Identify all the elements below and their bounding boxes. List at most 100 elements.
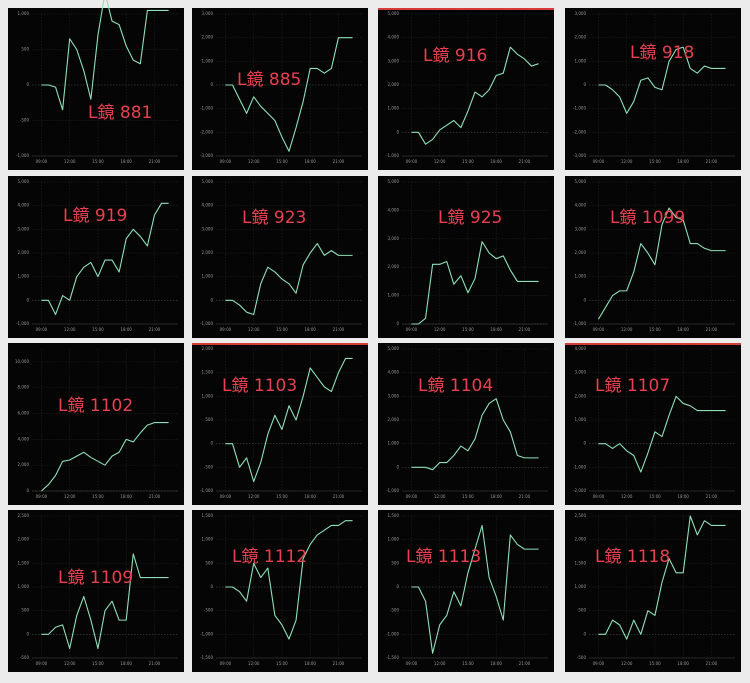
y-tick-label: 0 <box>583 297 586 302</box>
x-tick-label: 09:00 <box>36 494 48 499</box>
x-tick-label: 18:00 <box>490 661 502 666</box>
data-line <box>225 357 353 483</box>
x-tick-label: 21:00 <box>149 327 161 332</box>
x-tick-label: 15:00 <box>649 661 661 666</box>
y-tick-label: 1,500 <box>18 560 30 565</box>
y-tick-label: 4,000 <box>575 203 587 208</box>
y-tick-label: -3,000 <box>573 153 586 158</box>
chart-panel: -1,500 -1,000 -500 0 500 1,000 1,500 09:00 12:00… <box>378 510 554 672</box>
y-tick-label: 3,000 <box>575 226 587 231</box>
y-tick-label: -1,000 <box>573 464 586 469</box>
y-tick-label: 500 <box>391 560 399 565</box>
x-tick-label: 09:00 <box>220 327 232 332</box>
y-tick-label: 4,000 <box>18 436 30 441</box>
y-tick-label: 2,000 <box>18 537 30 542</box>
x-tick-label: 18:00 <box>120 661 132 666</box>
y-tick-label: -1,000 <box>573 106 586 111</box>
y-tick-label: 1,000 <box>575 274 587 279</box>
x-tick-label: 15:00 <box>462 494 474 499</box>
y-tick-label: 0 <box>583 631 586 636</box>
y-tick-label: -2,000 <box>573 129 586 134</box>
y-tick-label: 0 <box>210 441 213 446</box>
data-line <box>411 241 539 325</box>
y-tick-label: 0 <box>396 129 399 134</box>
x-tick-label: 21:00 <box>706 327 718 332</box>
y-tick-label: 2,500 <box>575 513 587 518</box>
y-tick-label: 1,000 <box>202 393 214 398</box>
y-tick-label: 1,000 <box>202 274 214 279</box>
x-tick-label: 09:00 <box>36 661 48 666</box>
y-tick-label: 4,000 <box>575 346 587 351</box>
y-tick-label: 1,000 <box>202 537 214 542</box>
chart-title: L鏡 1113 <box>406 547 481 567</box>
y-tick-label: 0 <box>26 488 29 493</box>
x-tick-label: 21:00 <box>333 327 345 332</box>
y-tick-label: 500 <box>578 608 586 613</box>
y-tick-label: -1,500 <box>200 655 213 660</box>
y-tick-label: 2,000 <box>388 264 400 269</box>
x-tick-label: 12:00 <box>621 159 633 164</box>
x-tick-label: 15:00 <box>92 661 104 666</box>
x-tick-label: 09:00 <box>593 159 605 164</box>
x-tick-label: 18:00 <box>490 327 502 332</box>
chart-title: L鏡 1109 <box>58 568 133 588</box>
y-tick-label: 0 <box>396 584 399 589</box>
panel-top-border <box>192 343 368 345</box>
panel-background <box>192 510 368 672</box>
data-line <box>597 207 726 320</box>
panel-background <box>192 176 368 338</box>
chart-title: L鏡 1099 <box>610 208 685 228</box>
panel-background <box>378 510 554 672</box>
chart-title: L鏡 918 <box>630 43 694 63</box>
x-tick-label: 15:00 <box>462 661 474 666</box>
x-tick-label: 09:00 <box>406 327 418 332</box>
chart-panel: -1,000 -500 0 500 1,000 09:00 12:00 15:00 18:00 2… <box>8 0 184 170</box>
chart-panel: -3,000 -2,000 -1,000 0 1,000 2,000 3,000 09:00 1… <box>565 8 741 170</box>
y-tick-label: -1,000 <box>386 631 399 636</box>
x-tick-label: 12:00 <box>248 159 260 164</box>
y-tick-label: 3,000 <box>388 393 400 398</box>
x-tick-label: 12:00 <box>64 494 76 499</box>
panel-background <box>8 343 184 505</box>
data-line <box>225 37 353 152</box>
y-tick-label: 5,000 <box>388 11 400 16</box>
x-tick-label: 18:00 <box>120 494 132 499</box>
x-tick-label: 21:00 <box>149 661 161 666</box>
y-tick-label: 0 <box>210 82 213 87</box>
y-tick-label: 1,000 <box>18 274 30 279</box>
chart-panel: -1,500 -1,000 -500 0 500 1,000 1,500 09:00 12:00… <box>192 510 368 672</box>
x-tick-label: 15:00 <box>276 159 288 164</box>
x-tick-label: 18:00 <box>120 159 132 164</box>
y-tick-label: 2,000 <box>575 393 587 398</box>
y-tick-label: -1,000 <box>200 106 213 111</box>
y-tick-label: 5,000 <box>18 179 30 184</box>
y-tick-label: -500 <box>20 655 30 660</box>
y-tick-label: -1,000 <box>16 321 29 326</box>
chart-title: L鏡 1107 <box>595 376 670 396</box>
x-tick-label: 21:00 <box>706 661 718 666</box>
x-tick-label: 18:00 <box>677 327 689 332</box>
y-tick-label: 4,000 <box>388 370 400 375</box>
chart-title: L鏡 1104 <box>418 376 493 396</box>
y-tick-label: 3,000 <box>18 226 30 231</box>
data-line <box>411 46 539 145</box>
y-tick-label: 1,000 <box>202 58 214 63</box>
x-tick-label: 21:00 <box>519 327 531 332</box>
y-tick-label: -500 <box>204 608 214 613</box>
y-tick-label: -1,000 <box>386 153 399 158</box>
y-tick-label: 1,500 <box>202 370 214 375</box>
x-tick-label: 15:00 <box>276 327 288 332</box>
x-tick-label: 12:00 <box>248 661 260 666</box>
chart-title: L鏡 925 <box>438 208 502 228</box>
y-tick-label: 1,000 <box>18 584 30 589</box>
x-tick-label: 18:00 <box>677 661 689 666</box>
panel-background <box>378 176 554 338</box>
x-tick-label: 18:00 <box>677 494 689 499</box>
y-tick-label: 500 <box>21 608 29 613</box>
y-tick-label: 0 <box>210 584 213 589</box>
chart-panel: -1,000 0 1,000 2,000 3,000 4,000 5,000 09:00 12:… <box>378 343 554 505</box>
x-tick-label: 12:00 <box>434 159 446 164</box>
y-tick-label: -500 <box>20 118 30 123</box>
